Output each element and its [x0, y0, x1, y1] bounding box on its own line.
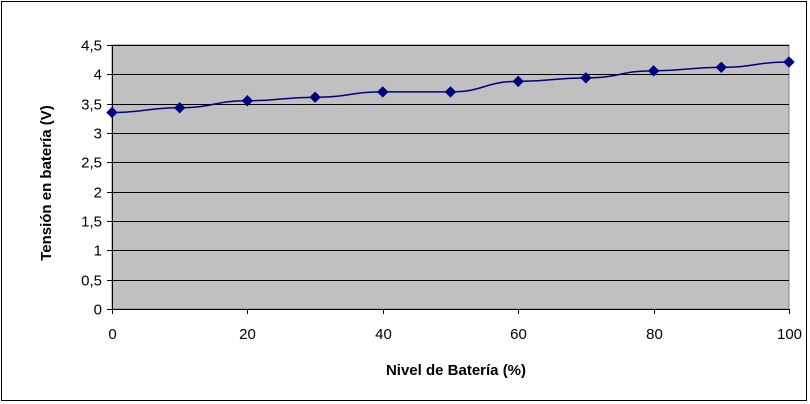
x-tick-label: 80: [646, 326, 663, 343]
plot-background: [111, 44, 790, 310]
x-tick-label: 0: [108, 326, 116, 343]
data-point-marker: [647, 65, 660, 77]
y-tick-label: 2: [94, 185, 102, 202]
y-tick-label: 3: [94, 126, 102, 143]
data-point-marker: [173, 102, 186, 114]
x-tick-label: 60: [510, 326, 527, 343]
data-point-marker: [715, 61, 728, 74]
y-tick-label: 1: [94, 243, 102, 260]
y-tick-label: 4,5: [81, 38, 102, 55]
data-point-marker: [783, 56, 795, 68]
y-tick-label: 1,5: [81, 214, 102, 231]
data-point-marker: [377, 86, 389, 98]
y-tick-label: 3,5: [81, 97, 102, 114]
y-tick-label: 0: [94, 302, 102, 319]
data-point-marker: [512, 75, 524, 88]
data-point-marker: [309, 91, 321, 103]
plot-area: 0 0,5 1 1,5 2 2,5 3 3,5 4 4,5 0 20 40 60 80 100: [81, 38, 802, 344]
x-axis-title: Nivel de Batería (%): [386, 362, 526, 379]
data-point-marker: [444, 86, 457, 98]
y-tick-label: 0,5: [81, 273, 102, 290]
y-tick-label: 4: [94, 67, 102, 84]
data-point-marker: [580, 72, 592, 84]
y-axis-title: Tensión en batería (V): [38, 105, 55, 261]
x-tick-label: 40: [375, 326, 392, 343]
data-point-marker: [241, 95, 254, 107]
data-point-marker: [106, 106, 118, 119]
x-tick-label: 20: [239, 326, 256, 343]
x-tick-label: 100: [777, 326, 802, 343]
y-tick-label: 2,5: [81, 155, 102, 172]
